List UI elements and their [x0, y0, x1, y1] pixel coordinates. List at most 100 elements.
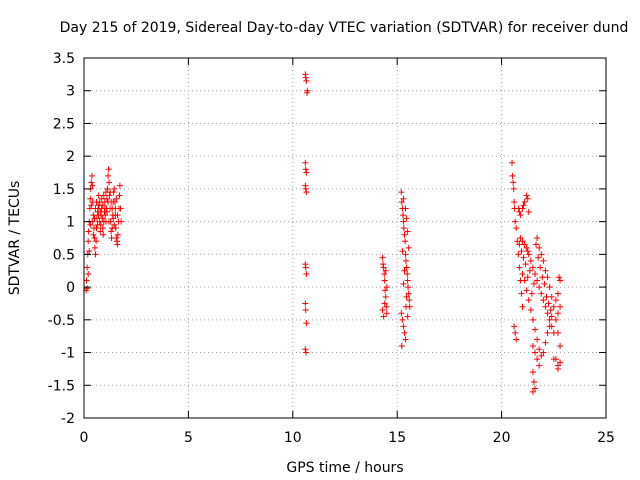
data-point: [117, 205, 124, 212]
data-point: [516, 241, 523, 248]
data-point: [103, 208, 110, 215]
data-point: [525, 208, 532, 215]
data-point: [98, 195, 105, 202]
data-point: [399, 248, 406, 255]
data-point: [302, 166, 309, 173]
y-tick-label: 3: [66, 84, 75, 100]
data-point: [83, 277, 90, 284]
data-point: [103, 195, 110, 202]
data-point: [112, 225, 119, 232]
data-point: [85, 228, 92, 235]
data-point: [88, 179, 95, 186]
data-point: [112, 205, 119, 212]
y-tick-label: 1.5: [53, 182, 75, 198]
data-point: [87, 195, 94, 202]
data-point: [113, 195, 120, 202]
x-tick-labels: 0 5 10 15 20 25: [80, 430, 615, 446]
data-point: [113, 235, 120, 241]
data-point: [400, 323, 407, 330]
data-point: [510, 185, 517, 192]
x-tick-label: 20: [493, 430, 511, 446]
data-point: [85, 271, 92, 277]
data-point: [532, 271, 539, 277]
data-point: [521, 277, 528, 284]
x-tick-label: 0: [80, 430, 89, 446]
data-point: [97, 228, 104, 235]
y-tick-label: 1: [66, 215, 75, 231]
data-point: [518, 248, 525, 255]
data-point: [379, 307, 386, 313]
data-point: [399, 316, 406, 323]
data-point: [540, 257, 547, 264]
data-point: [84, 264, 91, 271]
data-point: [398, 189, 405, 196]
data-point: [524, 248, 531, 255]
data-point: [513, 336, 520, 343]
data-point: [86, 248, 93, 255]
data-point: [554, 290, 561, 297]
data-point: [517, 212, 524, 219]
data-point: [405, 290, 412, 297]
data-point: [548, 313, 555, 320]
data-point: [111, 185, 118, 192]
data-point: [519, 205, 526, 212]
data-point: [380, 313, 387, 320]
data-point: [529, 369, 536, 376]
data-point: [402, 257, 409, 264]
data-point: [302, 346, 309, 353]
data-point: [303, 189, 310, 196]
data-point: [381, 300, 388, 307]
data-point: [379, 254, 386, 261]
data-point: [538, 251, 545, 258]
data-point: [302, 159, 309, 166]
data-point: [406, 297, 413, 304]
data-point: [552, 316, 559, 323]
data-point: [99, 225, 106, 232]
data-point: [516, 208, 523, 215]
data-point: [116, 182, 123, 189]
data-point: [542, 267, 549, 274]
data-point: [91, 244, 98, 251]
data-point: [540, 349, 547, 356]
data-point: [114, 231, 121, 238]
data-point: [92, 251, 99, 258]
data-point: [557, 343, 564, 349]
data-point: [382, 293, 389, 300]
data-point: [302, 307, 309, 313]
data-point: [398, 310, 405, 317]
data-point: [403, 264, 410, 271]
data-point: [519, 303, 526, 310]
data-point: [106, 179, 113, 186]
data-point: [91, 215, 98, 222]
data-point: [540, 297, 547, 304]
data-point: [545, 300, 552, 307]
data-point: [538, 352, 545, 359]
x-tick-label: 10: [284, 430, 302, 446]
data-point: [400, 212, 407, 219]
data-point: [404, 228, 411, 235]
data-point: [404, 277, 411, 284]
data-point: [526, 267, 533, 274]
data-point: [87, 221, 94, 228]
data-point: [106, 192, 113, 199]
y-tick-label: 2.5: [53, 116, 75, 132]
data-point: [509, 172, 516, 179]
data-point: [99, 215, 106, 222]
data-point: [511, 323, 518, 330]
data-point: [529, 264, 536, 271]
data-point: [93, 225, 100, 232]
data-point: [111, 221, 118, 228]
grid-lines: [84, 58, 606, 418]
y-tick-labels: -2 -1.5 -1 -0.5 0 0.5 1 1.5 2 2.5 3 3.5: [48, 51, 75, 427]
data-point: [528, 290, 535, 297]
y-tick-label: 0.5: [53, 247, 75, 263]
data-point: [511, 199, 518, 205]
data-point: [99, 202, 106, 209]
data-point: [302, 74, 309, 81]
data-point: [302, 300, 309, 307]
data-point: [398, 343, 405, 349]
data-point: [521, 241, 528, 248]
data-point: [404, 313, 411, 320]
data-point: [382, 267, 389, 274]
data-point: [525, 251, 532, 258]
